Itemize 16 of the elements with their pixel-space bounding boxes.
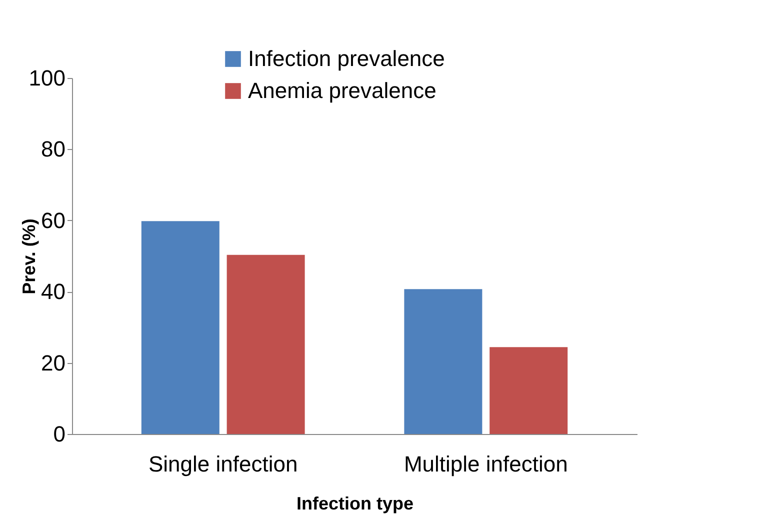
legend-label: Infection prevalence <box>248 46 445 71</box>
legend-label: Anemia prevalence <box>248 78 436 103</box>
y-tick-label: 80 <box>41 136 66 162</box>
y-tick-label: 100 <box>28 66 66 90</box>
bar <box>226 254 305 434</box>
x-tick-label: Single infection <box>148 452 298 476</box>
bar <box>404 289 482 434</box>
x-axis-title: Infection type <box>296 494 414 514</box>
y-tick-label: 40 <box>41 279 66 304</box>
bar <box>490 347 568 434</box>
y-tick-label: 60 <box>41 208 66 233</box>
y-axis-title: Prev. (%) <box>18 218 39 294</box>
y-tick-label: 20 <box>41 350 66 376</box>
bar <box>141 221 220 434</box>
x-tick-label: Multiple infection <box>404 452 568 476</box>
y-tick-label: 0 <box>53 422 66 446</box>
